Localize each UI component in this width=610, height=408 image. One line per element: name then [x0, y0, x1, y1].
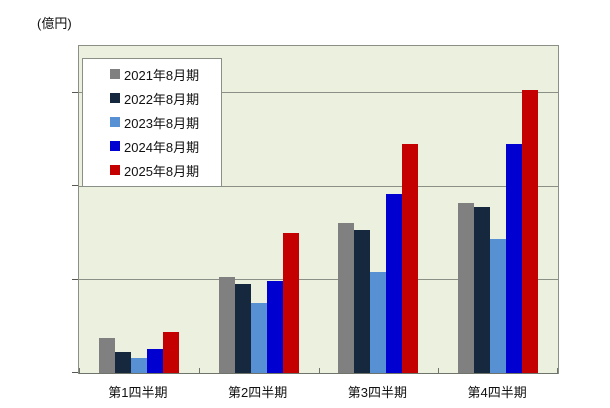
x-axis-category-labels: 第1四半期 第2四半期 第3四半期 第4四半期	[78, 382, 557, 401]
x-tick-mark-2	[319, 368, 320, 373]
legend-label: 2025年8月期	[124, 163, 200, 179]
legend-label: 2021年8月期	[124, 67, 200, 83]
bar-2025年8月期-第3四半期	[402, 144, 419, 373]
bar-2022年8月期-第2四半期	[234, 284, 251, 373]
legend-label: 2023年8月期	[124, 115, 200, 131]
legend-item-2024年8月期: 2024年8月期	[83, 134, 221, 158]
x-category-label-3: 第3四半期	[347, 385, 407, 400]
legend-swatch-icon	[110, 93, 120, 103]
legend-item-2022年8月期: 2022年8月期	[83, 86, 221, 110]
legend-label: 2024年8月期	[124, 139, 200, 155]
gridline-100	[79, 279, 558, 281]
bar-2023年8月期-第2四半期	[250, 302, 267, 373]
bar-2024年8月期-第3四半期	[386, 193, 403, 373]
bar-2021年8月期-第1四半期	[98, 338, 115, 373]
bar-2025年8月期-第2四半期	[282, 232, 299, 373]
bar-2021年8月期-第2四半期	[218, 276, 235, 373]
bar-2022年8月期-第1四半期	[114, 352, 131, 373]
plot-area	[78, 45, 559, 374]
y-tick-mark-100	[72, 278, 78, 280]
x-tick-mark-1	[199, 368, 200, 373]
bar-group-2	[199, 46, 319, 373]
x-tick-mark-0	[79, 368, 80, 373]
legend-swatch-icon	[110, 117, 120, 127]
x-category-label-4: 第4四半期	[467, 385, 527, 400]
legend-item-2021年8月期: 2021年8月期	[83, 62, 221, 86]
y-tick-mark-0	[72, 372, 78, 373]
bar-2022年8月期-第4四半期	[474, 206, 491, 373]
bar-2023年8月期-第4四半期	[490, 239, 507, 373]
bar-2025年8月期-第1四半期	[162, 331, 179, 373]
bar-2021年8月期-第4四半期	[458, 202, 475, 373]
y-tick-mark-300	[72, 91, 78, 93]
gridline-200	[79, 185, 558, 187]
bar-groups	[79, 46, 558, 373]
y-tick-mark-200	[72, 185, 78, 187]
y-axis-unit-label: (億円)	[37, 16, 72, 31]
legend-swatch-icon	[110, 69, 120, 79]
bar-2023年8月期-第1四半期	[130, 358, 147, 373]
bar-2023年8月期-第3四半期	[370, 272, 387, 373]
legend-item-2025年8月期: 2025年8月期	[83, 158, 221, 182]
legend-label: 2022年8月期	[124, 91, 200, 107]
gridline-300	[79, 92, 558, 94]
bar-group-1	[79, 46, 199, 373]
bar-2022年8月期-第3四半期	[354, 230, 371, 373]
bar-2024年8月期-第1四半期	[146, 348, 163, 373]
bar-2025年8月期-第4四半期	[522, 89, 539, 373]
legend: 2021年8月期 2022年8月期 2023年8月期 2024年8月期 2025年8月期	[82, 58, 222, 187]
bar-2024年8月期-第2四半期	[266, 281, 283, 373]
bar-group-3	[319, 46, 439, 373]
x-category-label-2: 第2四半期	[228, 385, 288, 400]
bar-2021年8月期-第3四半期	[338, 222, 355, 373]
x-category-label-1: 第1四半期	[108, 385, 168, 400]
legend-swatch-icon	[110, 141, 120, 151]
legend-swatch-icon	[110, 165, 120, 175]
x-axis-line	[79, 373, 558, 374]
x-tick-mark-3	[438, 368, 439, 373]
legend-item-2023年8月期: 2023年8月期	[83, 110, 221, 134]
bar-2024年8月期-第4四半期	[506, 144, 523, 373]
bar-group-4	[438, 46, 558, 373]
x-tick-mark-4	[557, 368, 558, 373]
